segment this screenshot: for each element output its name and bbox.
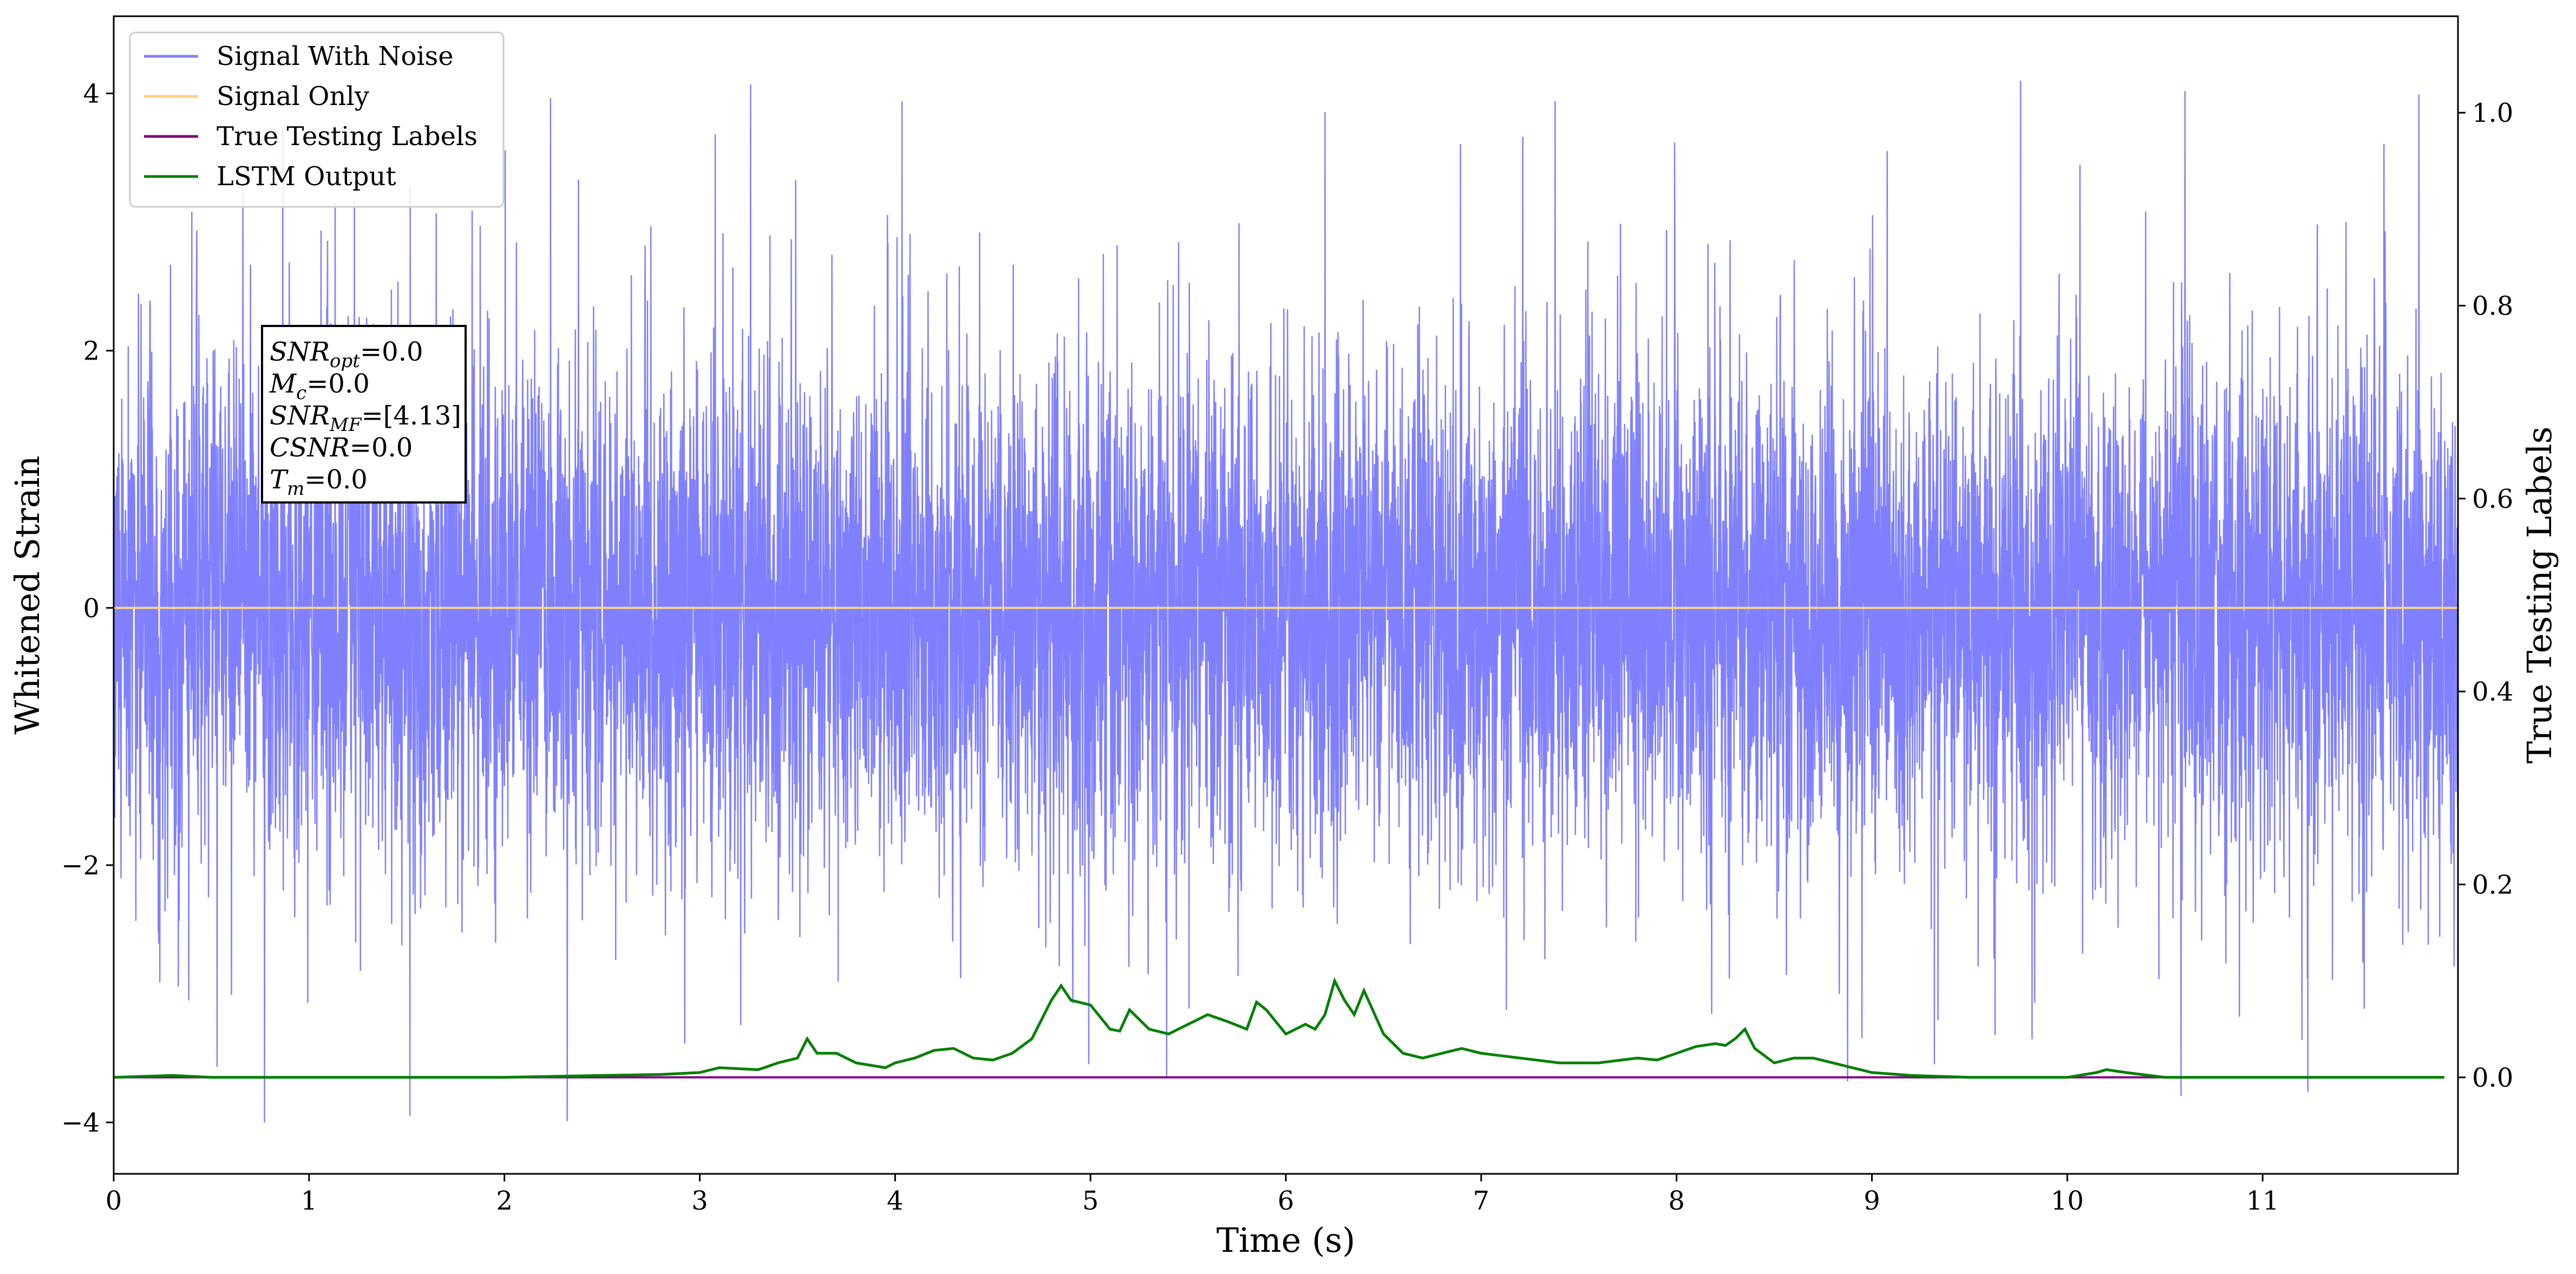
annotation-frame [261, 325, 467, 504]
y-left-tick-label: −4 [61, 1108, 100, 1138]
x-tick-label: 4 [887, 1186, 904, 1216]
legend-label-signal-only: Signal Only [217, 81, 369, 112]
x-tick-label: 11 [2246, 1186, 2279, 1216]
legend: Signal With Noise Signal Only True Testing… [129, 31, 505, 208]
y-left-tick-label: 2 [83, 336, 100, 367]
y-right-tick-label: 1.0 [2472, 98, 2513, 128]
x-tick-label: 9 [1864, 1186, 1880, 1216]
annotation-line: Tm=0.0 [270, 465, 368, 500]
ticks-layer: 0 1 2 3 4 5 6 7 8 9 10 11 −4 −2 0 2 4 0.0 0.2 0.4 0.6 0.8 1.0 [61, 79, 2513, 1216]
annotation-line: SNRopt=0.0 [270, 337, 423, 372]
x-tick-label: 6 [1278, 1186, 1294, 1216]
y-left-tick-label: 4 [83, 79, 100, 109]
y-right-tick-label: 0.0 [2472, 1063, 2513, 1093]
x-tick-label: 3 [691, 1186, 708, 1216]
y-axis-title-right: True Testing Labels [2520, 427, 2559, 764]
y-right-tick-label: 0.6 [2472, 484, 2513, 514]
y-left-tick-label: −2 [61, 851, 100, 881]
x-tick-label: 10 [2051, 1186, 2084, 1216]
series-line-lstm-output [114, 977, 2444, 1079]
y-right-tick-label: 0.2 [2472, 870, 2513, 900]
annotation-line: CSNR=0.0 [270, 433, 413, 463]
legend-frame [129, 31, 505, 208]
legend-label-lstm-output: LSTM Output [217, 161, 396, 192]
series-line-signal-with-noise [114, 81, 2458, 1123]
annotation-line: SNRMF=[4.13] [270, 401, 461, 436]
x-tick-label: 7 [1473, 1186, 1490, 1216]
y-axis-title-left: Whitened Strain [8, 456, 47, 735]
annotation-box: SNRopt=0.0Mc=0.0SNRMF=[4.13]CSNR=0.0Tm=0… [261, 325, 467, 504]
series-layer [114, 81, 2458, 1123]
legend-label-true-testing-labels: True Testing Labels [217, 121, 478, 152]
x-tick-label: 1 [301, 1186, 318, 1216]
annotation-line: Mc=0.0 [269, 369, 370, 404]
y-right-tick-label: 0.8 [2472, 291, 2513, 322]
x-tick-label: 8 [1668, 1186, 1685, 1216]
y-left-tick-label: 0 [83, 593, 100, 624]
x-tick-label: 0 [106, 1186, 122, 1216]
y-right-tick-label: 0.4 [2472, 677, 2513, 707]
x-tick-label: 2 [496, 1186, 513, 1216]
x-axis-title: Time (s) [1217, 1220, 1356, 1260]
x-tick-label: 5 [1082, 1186, 1099, 1216]
legend-label-signal-with-noise: Signal With Noise [217, 41, 454, 71]
